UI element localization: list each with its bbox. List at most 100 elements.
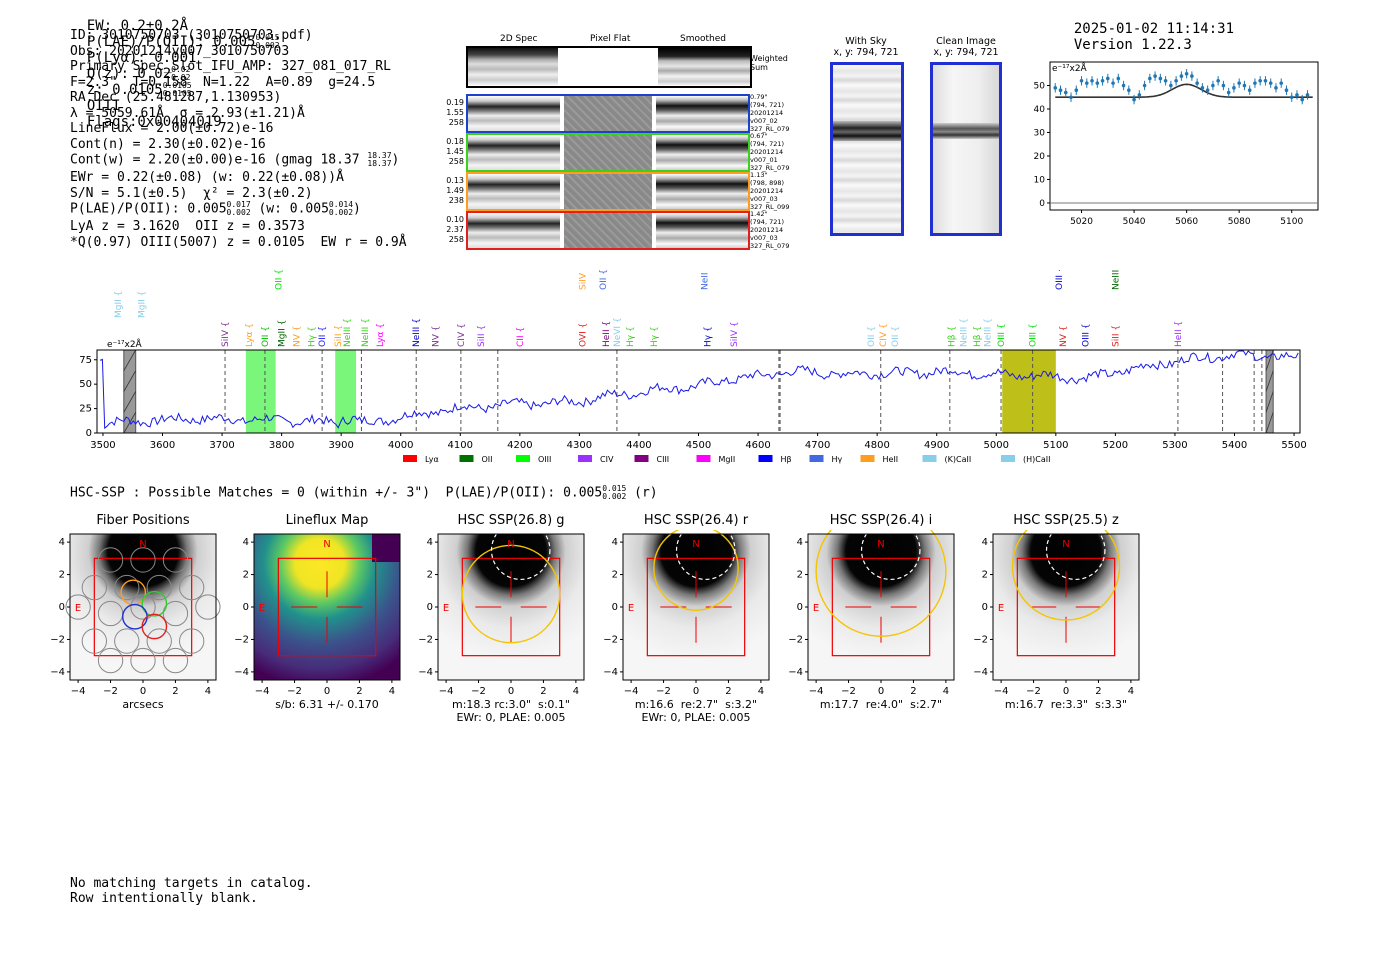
cutout-svg: N E −4 4 −2 2 0 0 2 −2 4 −4 [603,530,770,697]
spec-masked-hatch [123,349,137,371]
spec-xtick-label: 5100 [1043,440,1068,451]
spec-xtick-label: 5500 [1281,440,1306,451]
zoom-ytick-label: 30 [1034,128,1046,138]
cutout-xtick-label: −2 [471,686,486,697]
cutout-xtick-label: 2 [725,686,731,697]
info-cont-w-hi: 18.37 [367,151,392,160]
cutout-foot: m:16.6 re:2.7" s:3.2" [634,698,758,711]
cutout-xtick-label: 2 [356,686,362,697]
spec-masked [1265,349,1274,434]
zoom-xtick-label: 5100 [1280,217,1303,227]
cutout-ytick-label: 4 [427,537,433,548]
cutout-xtick-label: 0 [508,686,514,697]
spec-legend-swatch [1001,455,1015,462]
spec-line-label: SiIV { [730,321,740,347]
spec-line-label: OII { [599,270,609,290]
spec-xtick-label: 4200 [507,440,532,451]
header-plae: P(LAE)/P(OII): 0.005 [86,34,256,50]
zoom-point [1300,97,1305,102]
spec2d-row-meta: 327_RL_099 [750,203,790,211]
lineflux-corner [372,534,400,562]
spec-xtick-label: 4100 [448,440,473,451]
spec2d-row-meta: (798, 898) [750,179,785,187]
spec2d-row-num: 258 [448,157,464,166]
spec-legend-label: (H)CaII [1023,455,1050,464]
zoom-point [1106,76,1110,81]
info-plae2: P(LAE)/P(OII): 0.005 [70,201,227,217]
zoom-frame [1049,61,1319,211]
cutout-xtick-label: 4 [205,686,211,697]
cutout-east-label: E [628,603,634,614]
spec2d-raw [468,96,560,131]
cutout-aperture-box [1016,557,1116,657]
spec-xtick-label: 3500 [90,440,115,451]
cutout-dashed-ellipse [675,530,736,581]
spec-highlight [245,350,276,433]
hsc-plae-lo: 0.002 [602,492,627,501]
spec-legend-swatch [459,455,474,462]
spec-legend-label: Hγ [832,455,843,464]
header-z-lo: 0.0105 [162,89,192,98]
spec2d-row-meta: 20201214 [750,226,784,234]
spec2d-smooth [656,213,748,248]
zoom-xtick-label: 5040 [1123,217,1146,227]
spec2d-row-meta: 1.42" [750,210,768,218]
cutout-fiber [114,628,140,654]
zoom-point [1121,83,1126,88]
spec2d-row-num: 1.49 [446,186,464,195]
spec2d-row-num: 0.10 [446,215,464,224]
zoom-xtick-label: 5060 [1175,217,1198,227]
spec2d-row-num: 258 [448,235,464,244]
zoom-xtick-label: 5020 [1070,217,1093,227]
spec-line-label: OIII { [1055,270,1065,290]
zoom-point [1274,86,1278,90]
spec-xtick-label: 4600 [745,440,770,451]
zoom-point [1268,81,1273,85]
spec2d-row-num: 0.19 [446,98,464,107]
cutout-xtick-label: 4 [943,686,949,697]
spec-xtick-label: 5400 [1222,440,1247,451]
spec2d-row-num: 2.37 [446,225,464,234]
spec2d-row-meta: 327_RL_079 [750,125,790,133]
catalog-line-1: No matching targets in catalog. [70,876,313,891]
spec-xtick-label: 4400 [626,440,651,451]
info-plae2-w: (w: 0.005 [258,201,329,217]
spec-line-label: OIII { [1082,323,1092,347]
cutout-aperture-box [93,557,193,657]
header-z: z: 0.0105 [86,82,163,98]
spec-xtick-label: 4000 [388,440,413,451]
spec2d-row-num: 1.55 [446,108,464,117]
cutout: HSC SSP(25.5) z N E −4 4 −2 2 0 0 2 −2 4 −4 m:16.7 re… [968,510,1144,725]
cutout-xtick-label: 4 [389,686,395,697]
cutout-fiber [97,647,124,674]
spec-masked-hatch [123,370,137,392]
spec-line-label: OII { [318,326,328,347]
zoom-point [1247,88,1252,92]
cutout-yellow-ellipse [1011,530,1121,621]
cutout-foot: s/b: 6.31 +/- 0.170 [275,698,379,711]
cutout-foot-2: EWr: 0, PLAE: 0.005 [456,711,566,724]
spec-line-label: OII { [261,326,271,347]
spec2d-row-meta: (794, 721) [750,140,785,148]
with-sky-panel: With Sky x, y: 794, 721 [826,36,906,236]
with-sky-title: With Sky [845,36,887,47]
spec2d-smooth [656,96,748,131]
spec-xtick-label: 4300 [567,440,592,451]
spec2d-row-meta: 20201214 [750,187,784,195]
hsc-plae-suffix: (r) [634,485,658,501]
spec-xtick-label: 3900 [328,440,353,451]
spec-line-label: OII { [275,270,285,290]
spec-line-label: Lyα { [376,323,386,347]
header-qz: Q(z): 0.02 [86,66,172,82]
clean-image [930,62,1002,236]
spec-line-label: NeIII { [960,318,970,347]
spec-xtick-label: 5200 [1103,440,1128,451]
spec-legend-swatch [696,455,711,462]
zoom-point [1148,76,1152,81]
header-plae-hi: 0.015 [255,33,280,42]
info-ewr: EWr = 0.22(±0.08) (w: 0.22(±0.08))Å [70,170,344,185]
spec2d-row-frame [466,172,750,211]
spec-highlight [335,350,357,433]
zoom-point [1137,93,1142,97]
spec-line-label: NeVI { [613,317,623,347]
